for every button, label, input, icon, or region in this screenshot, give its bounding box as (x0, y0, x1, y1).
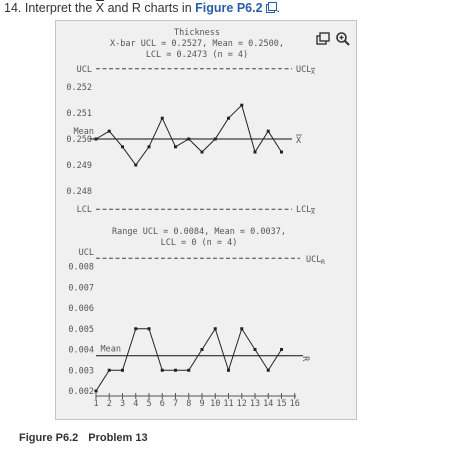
range-mean-left-label: Mean (101, 345, 121, 355)
xbar-point-1 (94, 137, 98, 141)
zoom-in-icon[interactable] (335, 31, 351, 47)
range-title-line-1: Range UCL = 0.0084, Mean = 0.0037, (112, 227, 286, 237)
question-text: 14. Interpret the X and R charts in Figu… (4, 1, 280, 16)
range-point-7 (174, 368, 177, 372)
range-point-3 (121, 368, 124, 372)
xbar-lcl-right-label: LCL (296, 205, 311, 215)
xbar-title-line-1: Thickness (174, 28, 220, 38)
range-xtick-label-11: 11 (223, 399, 233, 409)
range-ytick-5: 0.004 (68, 346, 94, 356)
xbar-title-line-3: LCL = 0.2473 (n = 4) (146, 50, 248, 60)
range-point-15 (280, 348, 283, 351)
range-point-12 (240, 327, 244, 331)
caption-label: Figure P6.2 (19, 432, 79, 444)
external-link-icon[interactable] (265, 2, 277, 16)
xbar-point-6 (160, 116, 164, 120)
range-ucl-right-label: UCL (306, 255, 321, 265)
xbar-point-3 (121, 145, 124, 149)
range-xtick-label-9: 9 (199, 399, 204, 409)
xbar-point-11 (227, 116, 230, 120)
range-point-1 (94, 389, 98, 393)
range-xtick-label-14: 14 (263, 399, 273, 409)
xbar-mean-left-label: Mean (74, 127, 94, 137)
range-xtick-label-6: 6 (160, 399, 165, 409)
range-point-9 (200, 348, 204, 351)
range-point-6 (160, 368, 164, 372)
range-ytick-3: 0.006 (68, 304, 94, 314)
xbar-ucl-left-label: UCL (77, 65, 92, 75)
xbar-symbol: X (95, 1, 105, 15)
range-point-8 (187, 368, 191, 372)
xbar-point-5 (147, 145, 151, 149)
figure-caption: Figure P6.2 Problem 13 (19, 432, 148, 444)
xbar-point-8 (187, 137, 191, 141)
range-point-13 (253, 348, 257, 351)
range-point-10 (213, 327, 217, 331)
range-series-line (95, 327, 282, 392)
xbar-ytick-5: 0.248 (66, 187, 92, 197)
xbar-ytick-1: 0.252 (66, 83, 92, 93)
range-xtick-label-4: 4 (133, 399, 138, 409)
range-ytick-2: 0.007 (68, 283, 94, 293)
range-ucl-left-label: UCL (79, 248, 94, 258)
xbar-point-10 (213, 137, 217, 141)
xbar-title-line-2: X-bar UCL = 0.2527, Mean = 0.2500, (110, 39, 284, 49)
question-text-middle: and R charts in (107, 1, 192, 15)
range-point-11 (227, 368, 230, 372)
range-xtick-label-1: 1 (93, 399, 98, 409)
xbar-ucl-right-label: UCL (296, 65, 311, 75)
range-mean-right-label: R (300, 356, 310, 362)
xbar-point-9 (200, 150, 204, 154)
range-xtick-label-12: 12 (237, 399, 247, 409)
xbar-ucl-subscript: X (311, 68, 315, 76)
range-ytick-6: 0.003 (68, 366, 94, 376)
xbar-ytick-3: 0.250 (66, 135, 92, 145)
figure-link[interactable]: Figure P6.2 (195, 1, 263, 15)
xbar-point-2 (107, 129, 111, 133)
question-text-before: Interpret the (24, 1, 93, 15)
range-ytick-1: 0.008 (68, 263, 94, 273)
range-point-14 (266, 368, 270, 372)
range-xtick-label-15: 15 (276, 399, 286, 409)
range-point-4 (134, 327, 138, 331)
xbar-series-line (95, 104, 282, 166)
xbar-lcl-subscript: X (311, 208, 315, 216)
range-title-line-2: LCL = 0 (n = 4) (161, 238, 238, 248)
range-ucl-subscript: R (321, 258, 325, 266)
xbar-point-15 (280, 150, 283, 154)
range-point-5 (147, 327, 151, 331)
xbar-point-4 (134, 163, 138, 167)
range-ytick-4: 0.005 (68, 325, 94, 335)
figure-panel (55, 20, 357, 420)
xbar-point-14 (266, 129, 270, 133)
range-xtick-label-8: 8 (186, 399, 191, 409)
expand-icon[interactable] (315, 31, 331, 47)
xbar-ytick-4: 0.249 (66, 161, 92, 171)
xbar-mean-right-label: X (296, 136, 302, 146)
range-xtick-label-13: 13 (250, 399, 260, 409)
range-ytick-7: 0.002 (68, 387, 94, 397)
xbar-point-12 (240, 103, 244, 107)
xbar-point-7 (174, 145, 177, 149)
caption-text: Problem 13 (88, 432, 148, 444)
range-point-2 (107, 368, 111, 372)
question-period: . (276, 1, 281, 15)
xbar-point-13 (253, 150, 257, 154)
question-number: 14. (4, 1, 22, 15)
range-xtick-label-16: 16 (290, 399, 300, 409)
xbar-lcl-left-label: LCL (77, 205, 92, 215)
xbar-ytick-2: 0.251 (66, 109, 92, 119)
range-xtick-label-10: 10 (210, 399, 220, 409)
range-xtick-label-5: 5 (146, 399, 151, 409)
range-xtick-label-2: 2 (107, 399, 112, 409)
range-xtick-label-3: 3 (120, 399, 125, 409)
range-xtick-label-7: 7 (173, 399, 178, 409)
